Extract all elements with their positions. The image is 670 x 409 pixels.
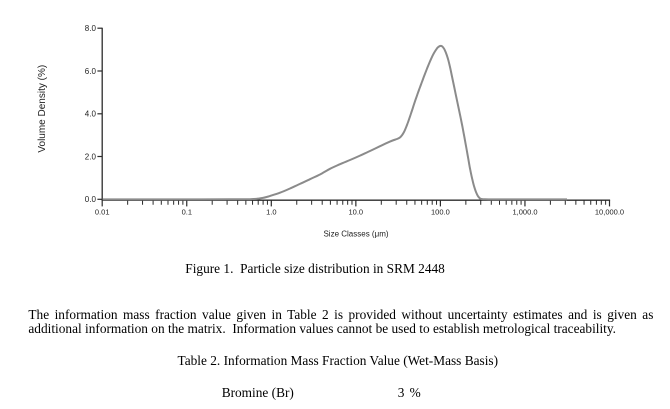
svg-text:0.1: 0.1 xyxy=(182,208,192,217)
svg-text:0.0: 0.0 xyxy=(85,195,97,204)
svg-text:0.01: 0.01 xyxy=(95,208,110,217)
svg-text:Volume Density (%): Volume Density (%) xyxy=(37,65,48,153)
svg-text:100.0: 100.0 xyxy=(431,208,450,217)
svg-text:6.0: 6.0 xyxy=(85,67,97,76)
svg-text:Size Classes (μm): Size Classes (μm) xyxy=(323,230,388,239)
svg-text:2.0: 2.0 xyxy=(85,152,97,161)
svg-text:10.0: 10.0 xyxy=(348,208,363,217)
svg-text:4.0: 4.0 xyxy=(85,110,97,119)
svg-text:1.0: 1.0 xyxy=(266,208,276,217)
svg-text:8.0: 8.0 xyxy=(85,24,97,33)
svg-text:10,000.0: 10,000.0 xyxy=(595,208,624,217)
svg-text:1,000.0: 1,000.0 xyxy=(512,208,537,217)
